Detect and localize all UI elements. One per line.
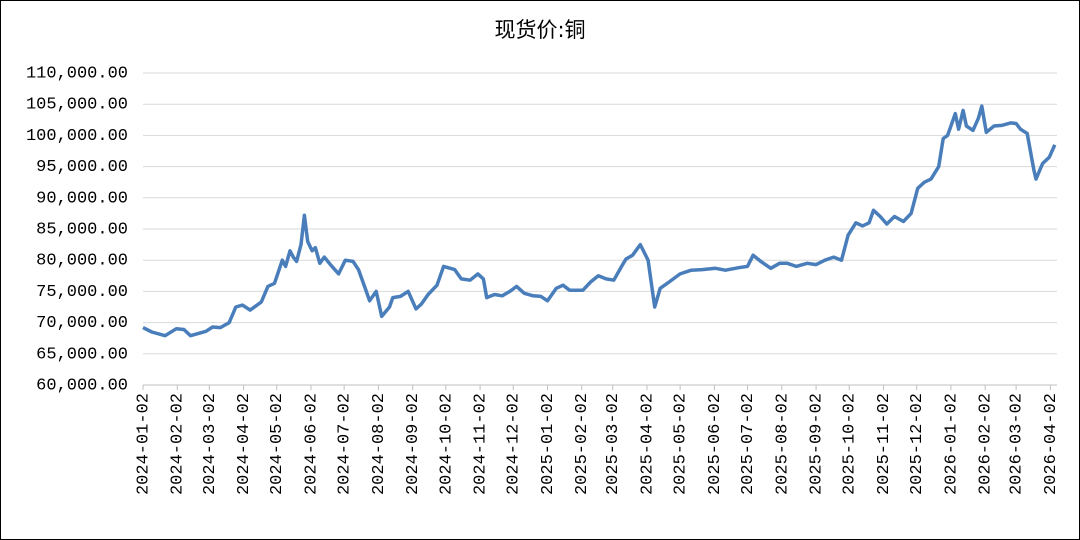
x-tick-label: 2024-12-02 xyxy=(505,393,524,495)
y-tick-label: 85,000.00 xyxy=(36,220,128,239)
y-tick-label: 65,000.00 xyxy=(36,345,128,364)
y-tick-label: 70,000.00 xyxy=(36,314,128,333)
x-tick-label: 2024-01-02 xyxy=(134,393,153,495)
y-tick-label: 90,000.00 xyxy=(36,189,128,208)
x-tick-label: 2025-02-02 xyxy=(573,393,592,495)
y-tick-label: 80,000.00 xyxy=(36,252,128,271)
x-tick-label: 2025-11-02 xyxy=(875,393,894,495)
x-tick-label: 2024-09-02 xyxy=(404,393,423,495)
x-tick-label: 2024-05-02 xyxy=(268,393,287,495)
x-tick-label: 2025-01-02 xyxy=(539,393,558,495)
y-tick-label: 60,000.00 xyxy=(36,376,128,395)
x-tick-label: 2026-04-02 xyxy=(1042,393,1061,495)
x-tick-label: 2024-04-02 xyxy=(235,393,254,495)
price-line xyxy=(142,104,1057,338)
chart-title: 现货价:铜 xyxy=(494,18,585,42)
x-tick-label: 2025-10-02 xyxy=(841,393,860,495)
y-tick-label: 75,000.00 xyxy=(36,283,128,302)
x-tick-label: 2025-05-02 xyxy=(672,393,691,495)
x-tick-label: 2026-01-02 xyxy=(942,393,961,495)
x-tick-label: 2025-06-02 xyxy=(706,393,725,495)
y-tick-label: 100,000.00 xyxy=(26,127,128,146)
y-tick-label: 105,000.00 xyxy=(26,96,128,115)
x-tick-label: 2024-08-02 xyxy=(370,393,389,495)
x-tick-label: 2025-12-02 xyxy=(908,393,927,495)
x-tick-label: 2024-10-02 xyxy=(437,393,456,495)
x-tick-label: 2026-02-02 xyxy=(977,393,996,495)
x-tick-label: 2026-03-02 xyxy=(1008,393,1027,495)
x-tick-label: 2025-04-02 xyxy=(638,393,657,495)
x-tick-label: 2024-07-02 xyxy=(336,393,355,495)
x-tick-label: 2024-11-02 xyxy=(472,393,491,495)
y-tick-label: 95,000.00 xyxy=(36,158,128,177)
x-tick-label: 2024-06-02 xyxy=(302,393,321,495)
x-tick-label: 2025-08-02 xyxy=(773,393,792,495)
x-tick-label: 2025-09-02 xyxy=(808,393,827,495)
x-tick-label: 2024-02-02 xyxy=(169,393,188,495)
x-tick-label: 2025-03-02 xyxy=(604,393,623,495)
y-tick-label: 110,000.00 xyxy=(26,64,128,83)
x-tick-label: 2024-03-02 xyxy=(201,393,220,495)
x-tick-label: 2025-07-02 xyxy=(739,393,758,495)
